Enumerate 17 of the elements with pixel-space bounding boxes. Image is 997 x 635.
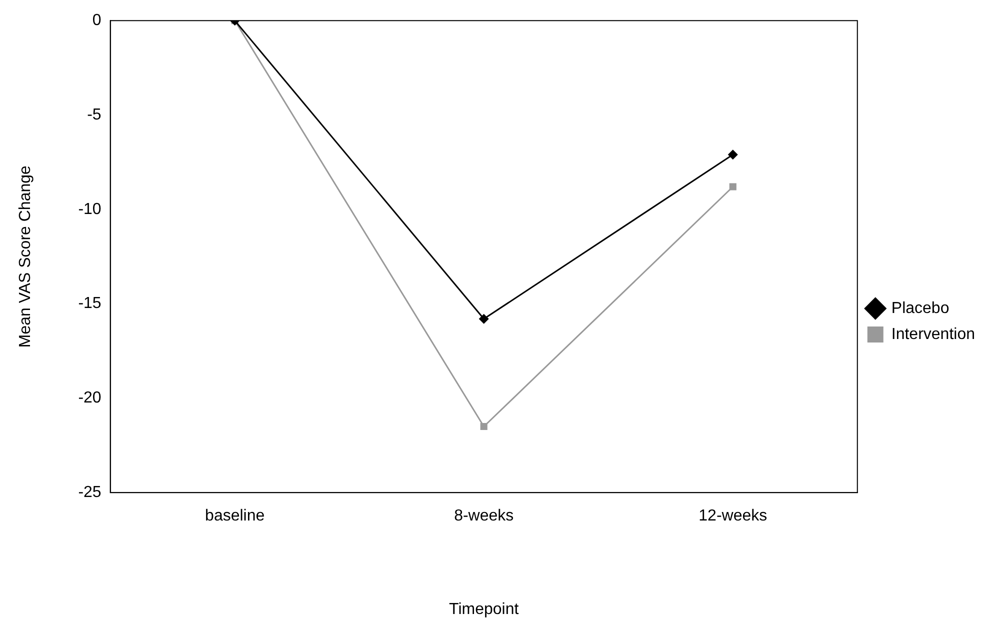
point: [728, 150, 738, 160]
point: [729, 183, 736, 190]
y-tick-label: 0: [92, 12, 102, 30]
y-tick-label: -15: [78, 295, 102, 312]
legend-label: Placebo: [891, 300, 950, 317]
x-axis-title: Timepoint: [449, 600, 520, 618]
x-tick-label: baseline: [205, 508, 265, 525]
y-tick-label: -5: [87, 106, 102, 124]
y-tick-label: -25: [78, 484, 102, 502]
y-axis-title: Mean VAS Score Change: [17, 165, 34, 348]
x-tick-label: 8-weeks: [454, 508, 514, 525]
y-tick-label: -20: [78, 390, 102, 407]
y-tick-label: -10: [78, 200, 102, 218]
x-tick-label: 12-weeks: [698, 508, 768, 525]
point: [478, 314, 489, 324]
legend-label: Intervention: [891, 326, 975, 343]
point: [480, 422, 488, 430]
